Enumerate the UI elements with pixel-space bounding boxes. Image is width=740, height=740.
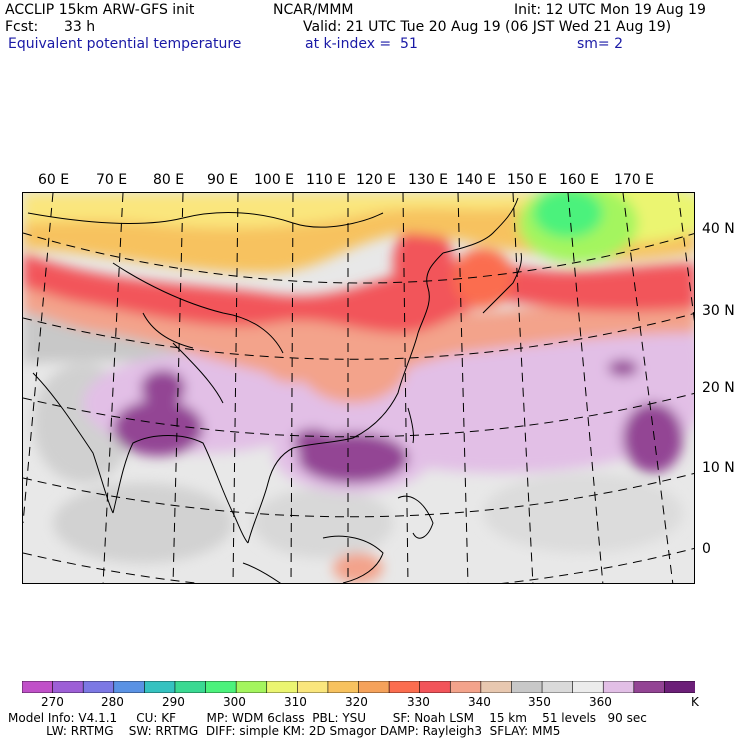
colorbar-swatch	[572, 681, 605, 693]
colorbar-swatch	[388, 681, 421, 693]
forecast-label: Fcst:	[5, 19, 39, 35]
colorbar-swatch	[664, 681, 695, 693]
coastlines	[27, 197, 522, 583]
colorbar-swatch	[113, 681, 146, 693]
colorbar-swatch	[266, 681, 299, 693]
colorbar-tick: 320	[345, 695, 368, 709]
colorbar-tick: 270	[41, 695, 64, 709]
longitude-label: 140 E	[456, 172, 497, 188]
latitude-label: 0	[702, 541, 711, 557]
model-info-line-2: LW: RRTMG SW: RRTMG DIFF: simple KM: 2D …	[8, 724, 561, 738]
longitude-label: 80 E	[153, 172, 185, 188]
map-panel	[22, 192, 695, 584]
colorbar-swatch	[22, 681, 54, 693]
colorbar-tick: 350	[528, 695, 551, 709]
longitude-label: 160 E	[559, 172, 600, 188]
colorbar-swatch	[633, 681, 666, 693]
valid-time: Valid: 21 UTC Tue 20 Aug 19 (06 JST Wed …	[303, 19, 672, 35]
colorbar-unit: K	[691, 695, 699, 709]
colorbar-tick: 280	[101, 695, 124, 709]
colorbar-swatch	[480, 681, 513, 693]
level-label: at k-index = 51	[305, 36, 418, 52]
model-title: ACCLIP 15km ARW-GFS init	[5, 2, 195, 18]
longitude-label: 100 E	[254, 172, 295, 188]
colorbar-swatch	[511, 681, 543, 693]
colorbar-tick: 360	[589, 695, 612, 709]
colorbar-swatch	[235, 681, 268, 693]
model-info-line-1: Model Info: V4.1.1 CU: KF MP: WDM 6class…	[8, 711, 647, 725]
colorbar-swatch	[419, 681, 452, 693]
field-name: Equivalent potential temperature	[8, 36, 242, 52]
colorbar-swatch	[327, 681, 360, 693]
longitude-label: 60 E	[38, 172, 70, 188]
colorbar-swatch	[358, 681, 390, 693]
colorbar-swatch	[174, 681, 207, 693]
organization: NCAR/MMM	[273, 2, 354, 18]
longitude-label: 90 E	[207, 172, 239, 188]
forecast-hour: 33 h	[64, 19, 96, 35]
longitude-label: 150 E	[507, 172, 548, 188]
longitude-label: 170 E	[614, 172, 655, 188]
colorbar-swatch	[144, 681, 176, 693]
longitude-label: 130 E	[408, 172, 449, 188]
colorbar-swatch	[52, 681, 84, 693]
colorbar-tick: 340	[468, 695, 491, 709]
colorbar-tick: 330	[407, 695, 430, 709]
longitude-label: 110 E	[306, 172, 347, 188]
longitude-label: 120 E	[356, 172, 397, 188]
colorbar-swatch	[82, 681, 115, 693]
longitude-label: 70 E	[96, 172, 128, 188]
colorbar-swatch	[449, 681, 482, 693]
smoothing-label: sm= 2	[577, 36, 624, 52]
colorbar	[22, 681, 695, 693]
theta-e-map	[23, 193, 694, 583]
theta-e-field	[23, 193, 694, 583]
lat-lon-grid	[23, 193, 694, 583]
latitude-label: 20 N	[702, 380, 735, 396]
colorbar-swatch	[205, 681, 237, 693]
colorbar-swatch	[541, 681, 574, 693]
colorbar-tick: 290	[162, 695, 185, 709]
latitude-label: 40 N	[702, 221, 735, 237]
colorbar-tick: 310	[284, 695, 307, 709]
colorbar-swatch	[602, 681, 635, 693]
latitude-label: 30 N	[702, 303, 735, 319]
colorbar-swatch	[297, 681, 329, 693]
colorbar-tick: 300	[223, 695, 246, 709]
init-time: Init: 12 UTC Mon 19 Aug 19	[514, 2, 706, 18]
latitude-label: 10 N	[702, 460, 735, 476]
